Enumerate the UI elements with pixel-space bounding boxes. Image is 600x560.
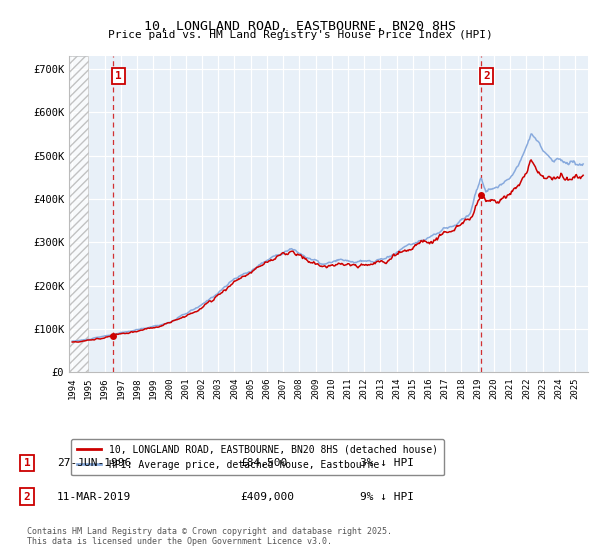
Text: 2: 2 [483,71,490,81]
Text: 1: 1 [23,458,31,468]
Text: Price paid vs. HM Land Registry's House Price Index (HPI): Price paid vs. HM Land Registry's House … [107,30,493,40]
Bar [69,56,88,372]
Text: £84,500: £84,500 [240,458,287,468]
Text: £409,000: £409,000 [240,492,294,502]
Text: Contains HM Land Registry data © Crown copyright and database right 2025.
This d: Contains HM Land Registry data © Crown c… [27,526,392,546]
Text: 11-MAR-2019: 11-MAR-2019 [57,492,131,502]
Legend: 10, LONGLAND ROAD, EASTBOURNE, BN20 8HS (detached house), HPI: Average price, de: 10, LONGLAND ROAD, EASTBOURNE, BN20 8HS … [71,439,444,475]
Text: 10, LONGLAND ROAD, EASTBOURNE, BN20 8HS: 10, LONGLAND ROAD, EASTBOURNE, BN20 8HS [144,20,456,32]
Text: 9% ↓ HPI: 9% ↓ HPI [360,492,414,502]
Text: 27-JUN-1996: 27-JUN-1996 [57,458,131,468]
Text: 3% ↓ HPI: 3% ↓ HPI [360,458,414,468]
Text: 1: 1 [115,71,122,81]
Text: 2: 2 [23,492,31,502]
